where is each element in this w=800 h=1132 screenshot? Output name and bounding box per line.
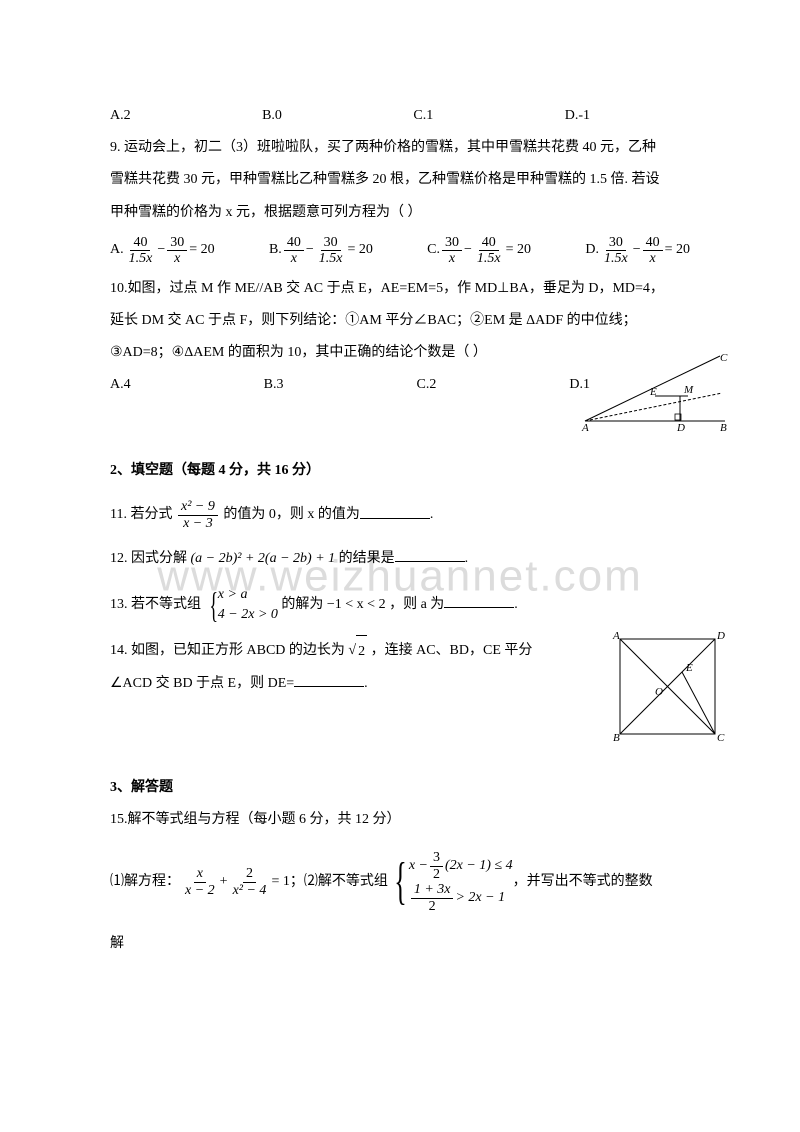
svg-text:B: B [613,732,620,744]
svg-text:E: E [649,386,657,398]
q8-opt-d: D.-1 [565,100,590,132]
q9-line2: 雪糕共花费 30 元，甲种雪糕比乙种雪糕多 20 根，乙种雪糕价格是甲种雪糕的 … [110,164,690,196]
q10-opt-a: A.4 [110,369,131,401]
svg-text:D: D [676,422,685,431]
q9-opt-c: C. 30x − 401.5x = 20 [427,235,531,267]
q9-opt-a: A. 401.5x − 30x = 20 [110,235,215,267]
q8-opt-a: A.2 [110,100,131,132]
q15-body: ⑴解方程： xx − 2 + 2x² − 4 = 1 ； ⑵解不等式组 { x … [110,850,690,914]
q14-block: 14. 如图，已知正方形 ABCD 的边长为 √2 ，连接 AC、BD，CE 平… [110,635,690,700]
q9-opt-b: B. 40x − 301.5x = 20 [269,235,373,267]
section3-title: 3、解答题 [110,772,690,804]
svg-text:O: O [655,686,663,698]
section2-title: 2、填空题（每题 4 分，共 16 分） [110,455,690,487]
svg-text:A: A [612,630,620,642]
page-content: A.2 B.0 C.1 D.-1 9. 运动会上，初二（3）班啦啦队，买了两种价… [110,100,690,960]
q14-figure: A D B C O E [610,629,730,744]
svg-text:B: B [720,422,727,431]
q15-title: 15.解不等式组与方程（每小题 6 分，共 12 分） [110,804,690,836]
q12: 12. 因式分解 (a − 2b)² + 2(a − 2b) + 1 的结果是. [110,543,690,575]
q14-line1: 14. 如图，已知正方形 ABCD 的边长为 √2 ，连接 AC、BD，CE 平… [110,635,690,668]
svg-text:M: M [683,384,694,396]
q10-figure: A B C D E M [580,351,730,431]
q10-line1: 10.如图，过点 M 作 ME//AB 交 AC 于点 E，AE=EM=5，作 … [110,273,690,305]
q10-line2: 延长 DM 交 AC 于点 F，则下列结论：①AM 平分∠BAC；②EM 是 Δ… [110,305,690,337]
q9-line1: 9. 运动会上，初二（3）班啦啦队，买了两种价格的雪糕，其中甲雪糕共花费 40 … [110,132,690,164]
svg-text:C: C [717,732,725,744]
q10-opt-c: C.2 [417,369,437,401]
q11: 11. 若分式 x² − 9x − 3 的值为 0，则 x 的值为. [110,499,690,531]
q8-opt-c: C.1 [413,100,433,132]
q13: 13. 若不等式组 { x > a 4 − 2x > 0 的解为 −1 < x … [110,585,690,624]
q8-options: A.2 B.0 C.1 D.-1 [110,100,590,132]
q8-opt-b: B.0 [262,100,282,132]
svg-text:E: E [685,662,693,674]
q10-option-row: A.4 B.3 C.2 D.1 A B C D E M [110,369,690,401]
q9-options: A. 401.5x − 30x = 20 B. 40x − 301.5x = 2… [110,235,690,267]
svg-text:A: A [581,422,589,431]
q15-last: 解 [110,928,690,960]
svg-text:D: D [716,630,725,642]
q9-line3: 甲种雪糕的价格为 x 元，根据题意可列方程为（ ） [110,197,690,229]
q14-line2: ∠ACD 交 BD 于点 E，则 DE=. [110,668,690,700]
q10-opt-b: B.3 [264,369,284,401]
q9-opt-d: D. 301.5x − 40x = 20 [585,235,690,267]
svg-text:C: C [720,352,728,364]
